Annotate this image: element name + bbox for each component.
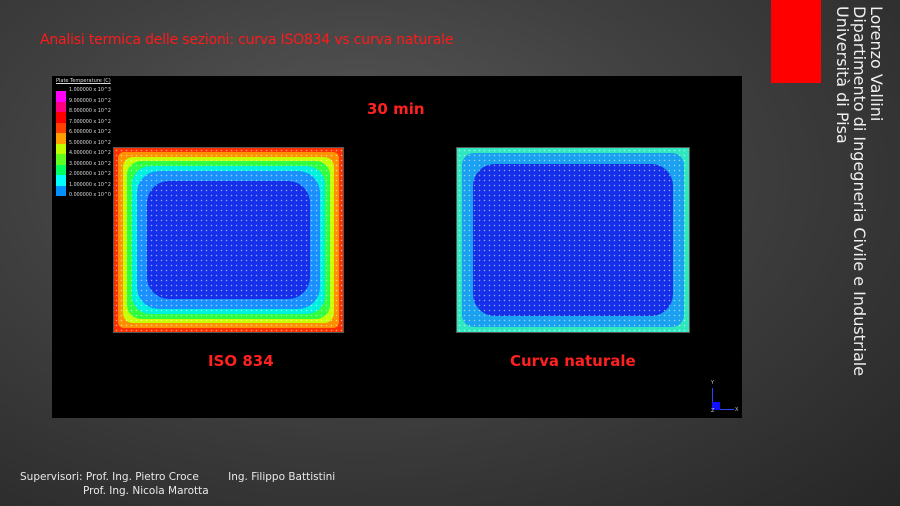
accent-bar (771, 0, 821, 83)
natural-curve-section-plot (456, 147, 690, 333)
author-name: Lorenzo Vallini (867, 6, 886, 122)
supervisors-label: Supervisori: (20, 471, 83, 483)
legend-tick: 6.000000 x 10^2 (69, 130, 111, 135)
legend-swatch (56, 112, 66, 123)
natural-curve-label: Curva naturale (510, 352, 636, 370)
supervisor-2: Prof. Ing. Nicola Marotta (83, 485, 209, 497)
legend-tick: 8.000000 x 10^2 (69, 109, 111, 114)
time-label: 30 min (367, 100, 425, 118)
iso834-section-plot (113, 147, 344, 333)
legend-tick: 9.000000 x 10^2 (69, 98, 111, 104)
legend-title: Plate Temperature (C) (56, 78, 111, 84)
footer: Supervisori: Prof. Ing. Pietro Croce Ing… (20, 470, 335, 498)
color-legend (56, 91, 66, 196)
legend-tick: 2.000000 x 10^2 (69, 172, 111, 177)
legend-tick: 7.000000 x 10^2 (69, 119, 111, 125)
legend-swatch (56, 143, 66, 154)
legend-tick: 1.000000 x 10^3 (69, 88, 111, 93)
axis-z-label: Z (711, 408, 715, 414)
legend-swatch (56, 122, 66, 133)
legend-swatch (56, 91, 66, 102)
supervisor-1: Prof. Ing. Pietro Croce (85, 471, 199, 483)
legend-tick: 0.000000 x 10^0 (69, 193, 111, 198)
legend-swatch (56, 164, 66, 175)
legend-swatch (56, 175, 66, 186)
legend-tick: 1.000000 x 10^2 (69, 182, 111, 188)
axis-y-label: Y (711, 380, 715, 386)
legend-tick: 4.000000 x 10^2 (69, 151, 111, 156)
legend-swatch (56, 101, 66, 112)
department: Dipartimento di Ingegneria Civile e Indu… (850, 6, 869, 377)
author-block: Lorenzo Vallini Dipartimento di Ingegner… (833, 6, 886, 377)
thermal-analysis-figure: Plate Temperature (C) 1.000000 x 10^3 9.0… (52, 76, 742, 418)
slide-title: Analisi termica delle sezioni: curva ISO… (40, 32, 454, 48)
legend-tick: 3.000000 x 10^2 (69, 161, 111, 167)
iso834-label: ISO 834 (208, 352, 274, 370)
co-supervisor: Ing. Filippo Battistini (228, 471, 336, 483)
university: Università di Pisa (833, 6, 852, 144)
legend-ticks: 1.000000 x 10^3 9.000000 x 10^2 8.000000 x… (69, 86, 111, 202)
legend-swatch (56, 185, 66, 196)
axis-triad: Y Z X (708, 380, 738, 414)
axis-x-label: X (735, 407, 739, 413)
legend-swatch (56, 133, 66, 144)
legend-swatch (56, 154, 66, 165)
legend-tick: 5.000000 x 10^2 (69, 140, 111, 146)
